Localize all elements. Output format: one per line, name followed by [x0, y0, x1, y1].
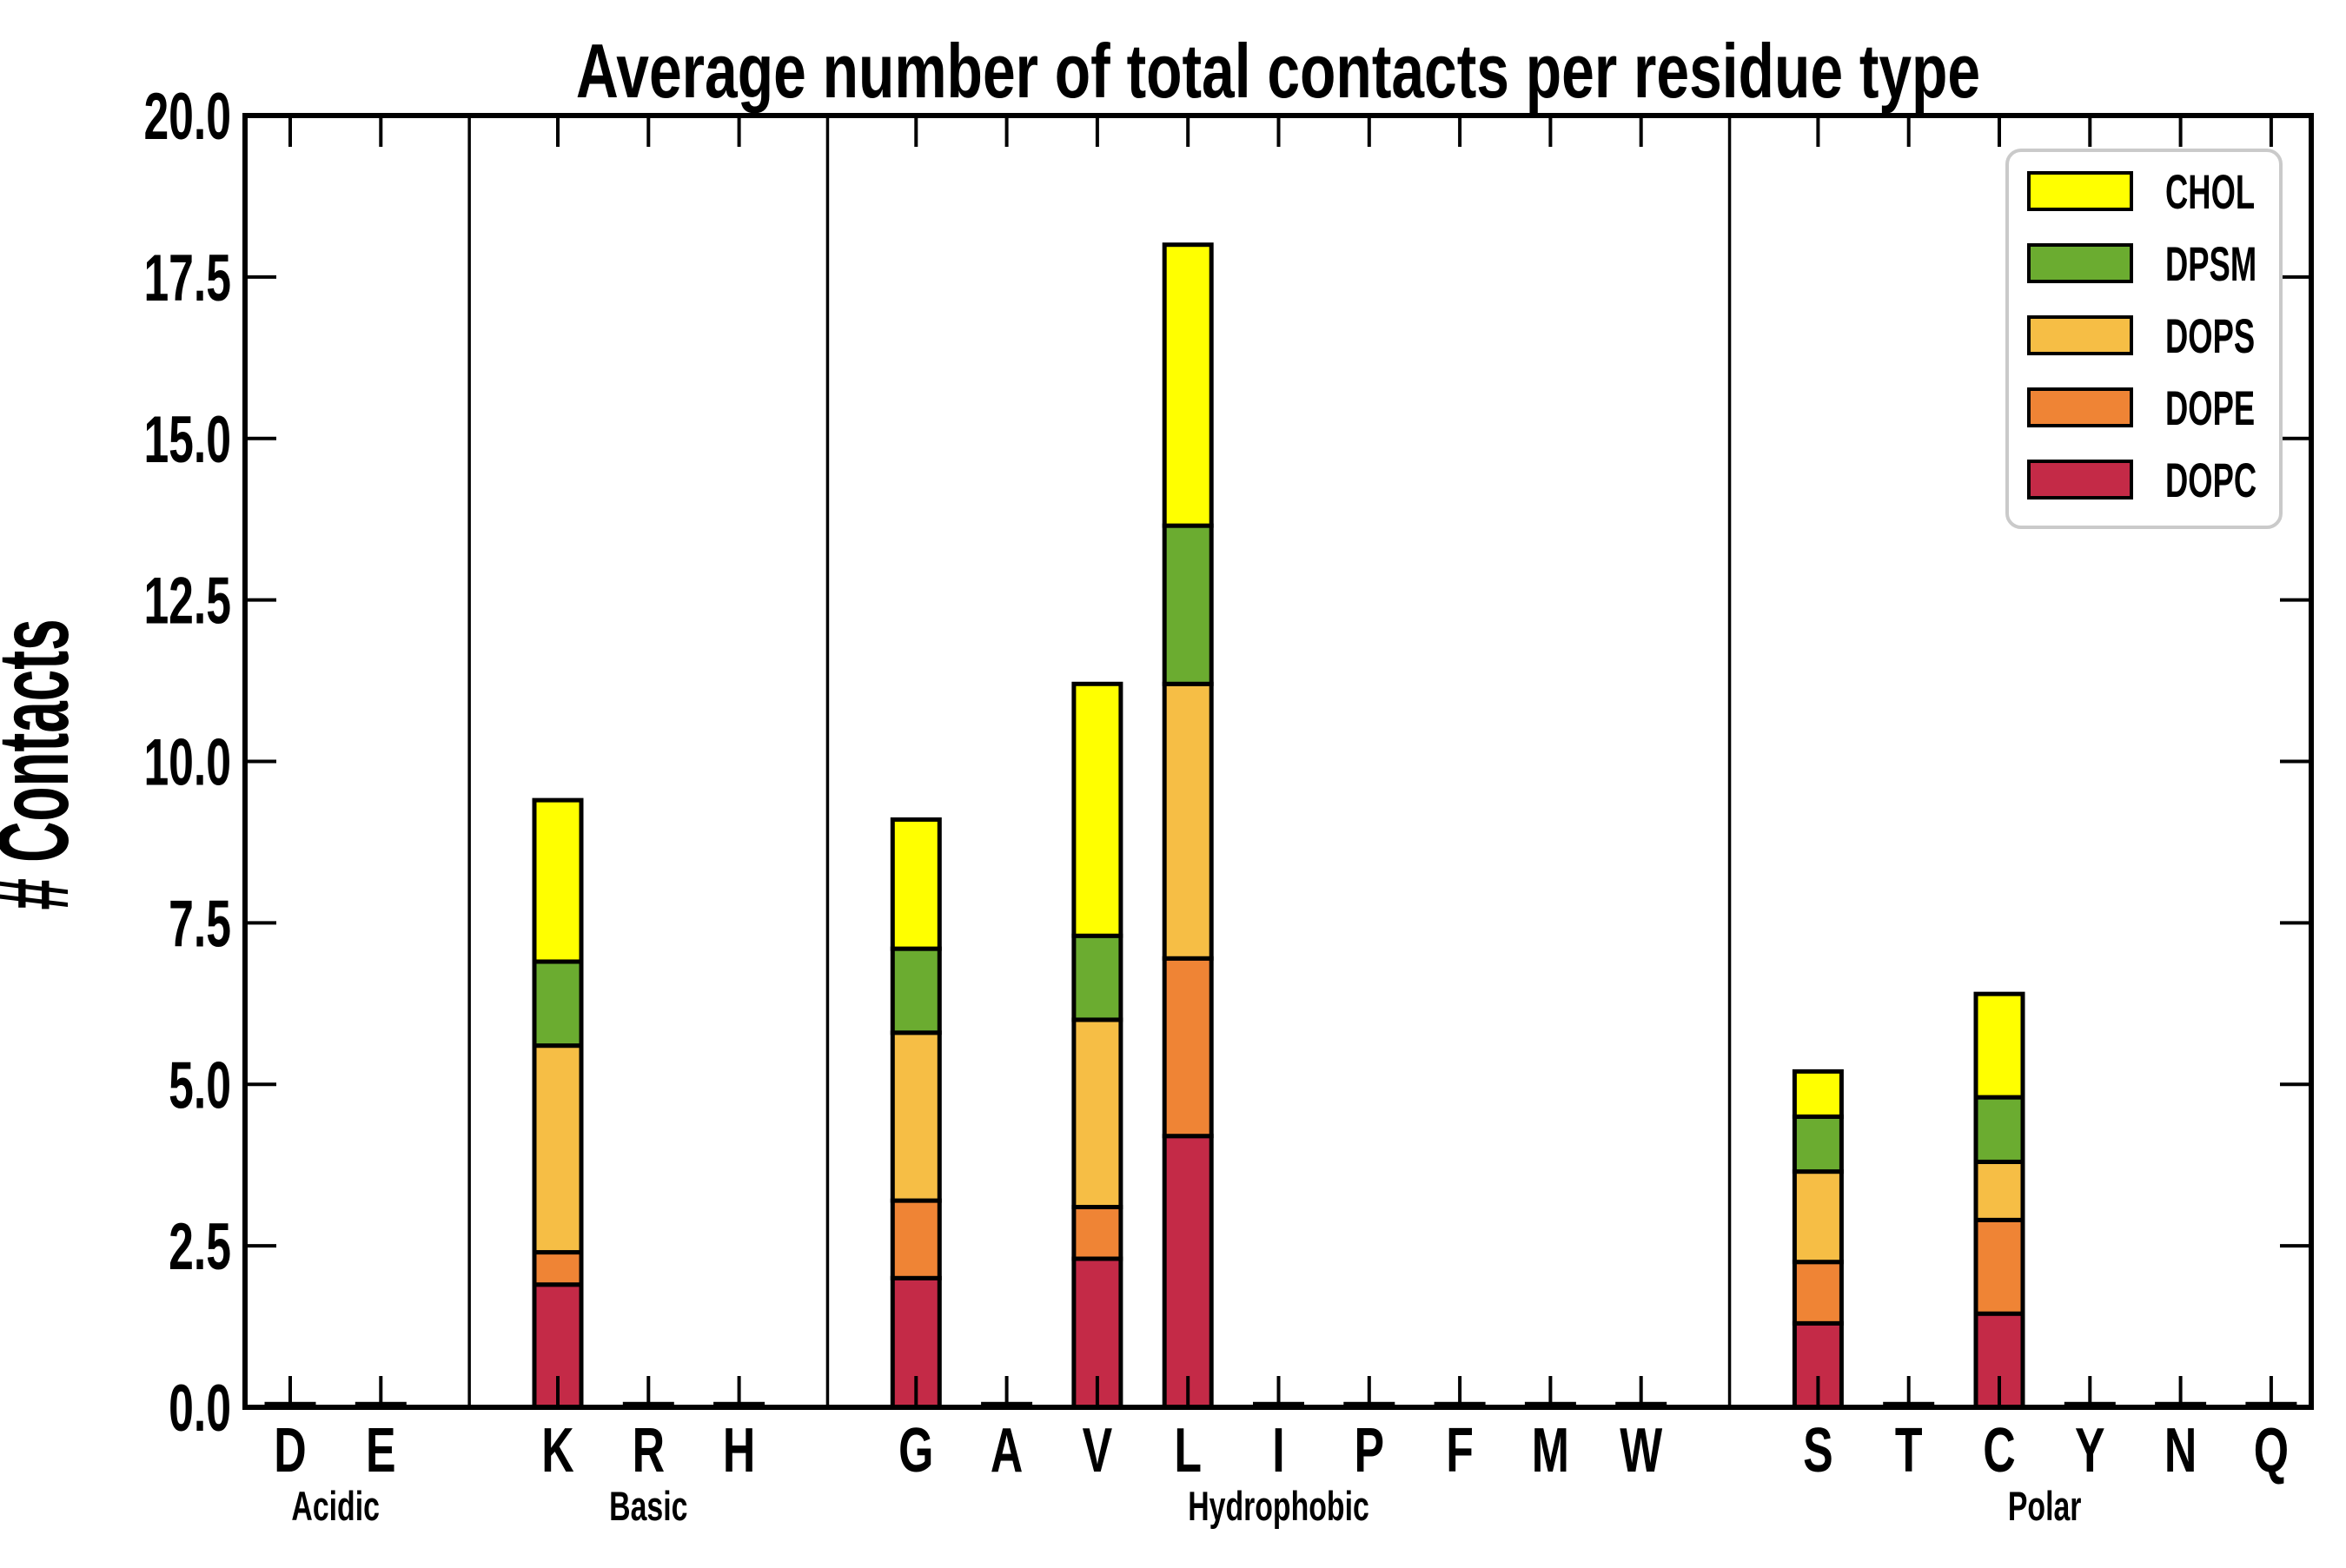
bar-segment-S-DOPE [1792, 1260, 1844, 1326]
bar-segment-K-CHOL [532, 797, 584, 964]
y-tick-label: 17.5 [143, 241, 231, 314]
x-tick-label-C: C [1983, 1416, 2015, 1485]
bar-segment-L-DPSM [1162, 523, 1214, 686]
bar-segment-C-CHOL [1973, 991, 2025, 1100]
x-tick-label-L: L [1174, 1416, 1202, 1485]
legend-swatch-DOPS [2027, 315, 2133, 355]
legend-swatch-CHOL [2027, 171, 2133, 211]
bar-segment-S-DOPS [1792, 1169, 1844, 1265]
y-tick-label: 7.5 [169, 886, 231, 960]
x-tick-label-I: I [1272, 1416, 1284, 1485]
bar-segment-V-DPSM [1071, 933, 1123, 1022]
bar-segment-L-DOPS [1162, 681, 1214, 961]
bar-segment-G-DPSM [890, 946, 942, 1035]
legend-label-DOPE: DOPE [2165, 381, 2255, 436]
x-tick-label-R: R [633, 1416, 665, 1485]
x-tick-label-S: S [1803, 1416, 1833, 1485]
x-tick-label-W: W [1620, 1416, 1663, 1485]
y-tick-label: 12.5 [143, 564, 231, 638]
group-label-polar: Polar [2008, 1484, 2082, 1530]
chart-title: Average number of total contacts per res… [576, 28, 1980, 114]
legend-swatch-DPSM [2027, 243, 2133, 283]
y-tick-label: 10.0 [143, 725, 231, 799]
y-tick-label: 20.0 [143, 79, 231, 153]
x-tick-label-M: M [1532, 1416, 1569, 1485]
x-tick-label-Q: Q [2254, 1416, 2289, 1485]
group-label-basic: Basic [609, 1484, 687, 1530]
x-tick-label-V: V [1083, 1416, 1113, 1485]
bar-segment-G-DOPE [890, 1198, 942, 1280]
x-tick-label-F: F [1446, 1416, 1474, 1485]
x-tick-label-K: K [541, 1416, 573, 1485]
legend-swatch-DOPE [2027, 387, 2133, 427]
bar-segment-L-DOPC [1162, 1134, 1214, 1410]
y-tick-label: 15.0 [143, 402, 231, 476]
bar-segment-G-DOPS [890, 1030, 942, 1203]
bar-segment-S-CHOL [1792, 1068, 1844, 1119]
bar-segment-V-DOPE [1071, 1205, 1123, 1261]
bar-segment-K-DOPS [532, 1043, 584, 1255]
bar-segment-L-DOPE [1162, 956, 1214, 1139]
legend-swatch-DOPC [2027, 460, 2133, 500]
bar-segment-L-CHOL [1162, 242, 1214, 528]
bar-segment-K-DPSM [532, 959, 584, 1049]
legend-label-DOPS: DOPS [2165, 309, 2255, 364]
x-tick-label-N: N [2164, 1416, 2197, 1485]
x-tick-label-P: P [1355, 1416, 1385, 1485]
bar-segment-C-DPSM [1973, 1095, 2025, 1164]
y-axis-label: # Contacts [0, 619, 89, 910]
bar-segment-S-DPSM [1792, 1114, 1844, 1174]
y-tick-label: 0.0 [169, 1371, 231, 1445]
x-tick-label-T: T [1895, 1416, 1923, 1485]
bar-segment-C-DOPE [1973, 1217, 2025, 1316]
x-tick-label-Y: Y [2075, 1416, 2105, 1485]
group-label-acidic: Acidic [291, 1484, 380, 1530]
bar-segment-C-DOPS [1973, 1159, 2025, 1222]
y-tick-label: 5.0 [169, 1048, 231, 1121]
x-tick-label-G: G [898, 1416, 933, 1485]
legend-label-DPSM: DPSM [2165, 237, 2257, 292]
bar-segment-V-CHOL [1071, 681, 1123, 938]
bar-segment-V-DOPS [1071, 1017, 1123, 1210]
y-tick-label: 2.5 [169, 1209, 231, 1283]
plot-area: 0.0 2.5 5.0 7.5 10.0 12.5 15.0 17.5 20.0 D E K R H G A V… [143, 79, 2314, 1530]
legend-label-CHOL: CHOL [2165, 165, 2255, 220]
x-tick-label-A: A [991, 1416, 1023, 1485]
bar-segment-G-CHOL [890, 817, 942, 951]
x-tick-label-E: E [366, 1416, 396, 1485]
group-label-hydrophobic: Hydrophobic [1188, 1484, 1369, 1530]
x-tick-label-H: H [723, 1416, 755, 1485]
x-tick-label-D: D [274, 1416, 306, 1485]
bar-segment-K-DOPE [532, 1250, 584, 1287]
legend-label-DOPC: DOPC [2165, 453, 2257, 508]
